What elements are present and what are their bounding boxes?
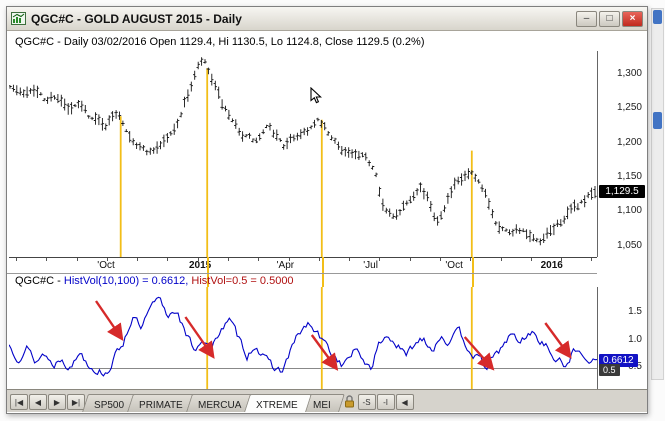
minor-tick <box>530 258 532 261</box>
minor-tick <box>288 258 290 261</box>
indicator-header: QGC#C - HistVol(10,100) = 0.6612, HistVo… <box>7 273 597 289</box>
indicator-y-tick: 0.5 <box>628 361 642 373</box>
threshold-value-badge: 0.5 <box>599 364 620 377</box>
minor-tick <box>106 258 108 261</box>
tab-bar: |◀ ◀ ▶ ▶| SP500 PRIMATE MERCUA XTREME MEI -S -I ◀ <box>7 389 647 412</box>
tab-label: XTREME <box>256 400 298 411</box>
scroll-tabs-left-button[interactable]: ◀ <box>395 394 414 411</box>
window-titlebar[interactable]: QGC#C - GOLD AUGUST 2015 - Daily – □ × <box>7 7 647 31</box>
minor-tick <box>318 258 320 261</box>
minor-tick <box>76 258 78 261</box>
time-tick: 'Oct <box>97 260 115 271</box>
indicator-study1-label: HistVol(10,100) = 0.6612, <box>63 275 189 287</box>
tab-label: SP500 <box>94 400 125 411</box>
minor-tick <box>561 258 563 261</box>
time-tick: 'Jul <box>363 260 378 271</box>
chart-app-icon <box>11 12 26 25</box>
price-y-tick: 1,200 <box>616 136 642 148</box>
price-y-tick: 1,100 <box>616 205 642 217</box>
time-tick: 2015 <box>188 260 212 271</box>
sheet-nav-buttons: |◀ ◀ ▶ ▶| <box>10 392 86 411</box>
indicator-value-badge: 0.6612 <box>599 353 638 367</box>
time-axis: 'Oct 2015 'Apr 'Jul 'Oct 2016 <box>9 257 597 274</box>
last-price-badge: 1,129.5 <box>599 185 645 199</box>
close-button[interactable]: × <box>622 10 643 27</box>
window-controls: – □ × <box>576 10 643 27</box>
indicator-y-tick: 1.0 <box>628 333 642 345</box>
minor-tick <box>228 258 230 261</box>
tab-label: MERCUA <box>197 400 242 411</box>
price-chart[interactable] <box>9 51 597 257</box>
price-y-tick: 1,300 <box>616 68 642 80</box>
ohlc-info-line: QGC#C - Daily 03/02/2016 Open 1129.4, Hi… <box>15 36 425 48</box>
indicator-study2-label: HistVol=0.5 = 0.5000 <box>191 275 294 287</box>
time-tick: 'Oct <box>445 260 463 271</box>
indicator-y-tick: 1.5 <box>628 306 642 318</box>
indicator-chart[interactable] <box>9 287 597 389</box>
sheet-nav-next[interactable]: ▶ <box>48 394 66 411</box>
sheet-nav-prev[interactable]: ◀ <box>29 394 47 411</box>
minus-s-button[interactable]: -S <box>357 394 376 411</box>
minor-tick <box>409 258 411 261</box>
tab-label: PRIMATE <box>139 400 183 411</box>
background-scrollbar <box>651 8 664 380</box>
histvol-line <box>9 296 597 377</box>
trend-arrow <box>544 322 572 359</box>
cycle-vline-connector <box>321 257 324 287</box>
minor-tick <box>258 258 260 261</box>
cycle-vline-connector <box>471 257 474 287</box>
mouse-cursor <box>310 87 322 104</box>
chart-window: QGC#C - GOLD AUGUST 2015 - Daily – □ × Q… <box>6 6 648 414</box>
background-scrollbar-thumb[interactable] <box>653 112 662 129</box>
trend-arrow <box>95 300 124 341</box>
price-y-tick: 1,050 <box>616 239 642 251</box>
minor-tick <box>349 258 351 261</box>
trend-arrow <box>463 336 495 371</box>
price-axis: 1,300 1,250 1,200 1,150 1,100 1,050 1,129.5 <box>597 51 646 257</box>
tab-label: MEI <box>312 400 331 411</box>
minor-tick <box>591 258 593 261</box>
minimize-button[interactable]: – <box>576 10 597 27</box>
trend-arrow <box>310 334 339 371</box>
minor-tick <box>16 258 18 261</box>
minor-tick <box>167 258 169 261</box>
indicator-axis: 1.5 1.0 0.5 0.6612 0.5 <box>597 287 646 389</box>
window-title: QGC#C - GOLD AUGUST 2015 - Daily <box>31 11 242 26</box>
tab-side-buttons: -S -I ◀ <box>357 392 415 411</box>
minor-tick <box>46 258 48 261</box>
price-y-tick: 1,250 <box>616 102 642 114</box>
lock-icon <box>344 394 355 408</box>
background-scrollbar-thumb-top[interactable] <box>653 10 662 24</box>
maximize-button[interactable]: □ <box>599 10 620 27</box>
cycle-vline-connector <box>207 257 210 287</box>
page-tabs: SP500 PRIMATE MERCUA XTREME MEI <box>82 394 345 412</box>
minor-tick <box>379 258 381 261</box>
minor-tick <box>197 258 199 261</box>
time-tick: 'Apr <box>276 260 295 271</box>
minor-tick <box>470 258 472 261</box>
minus-i-button[interactable]: -I <box>376 394 395 411</box>
indicator-symbol: QGC#C - <box>15 275 64 287</box>
tab-xtreme[interactable]: XTREME <box>244 394 312 412</box>
trend-arrow <box>184 316 215 359</box>
price-y-tick: 1,150 <box>616 171 642 183</box>
minor-tick <box>440 258 441 261</box>
price-bars <box>9 57 597 246</box>
minor-tick <box>500 258 502 261</box>
time-tick: 2016 <box>540 260 563 271</box>
minor-tick <box>137 258 139 261</box>
sheet-nav-first[interactable]: |◀ <box>10 394 28 411</box>
